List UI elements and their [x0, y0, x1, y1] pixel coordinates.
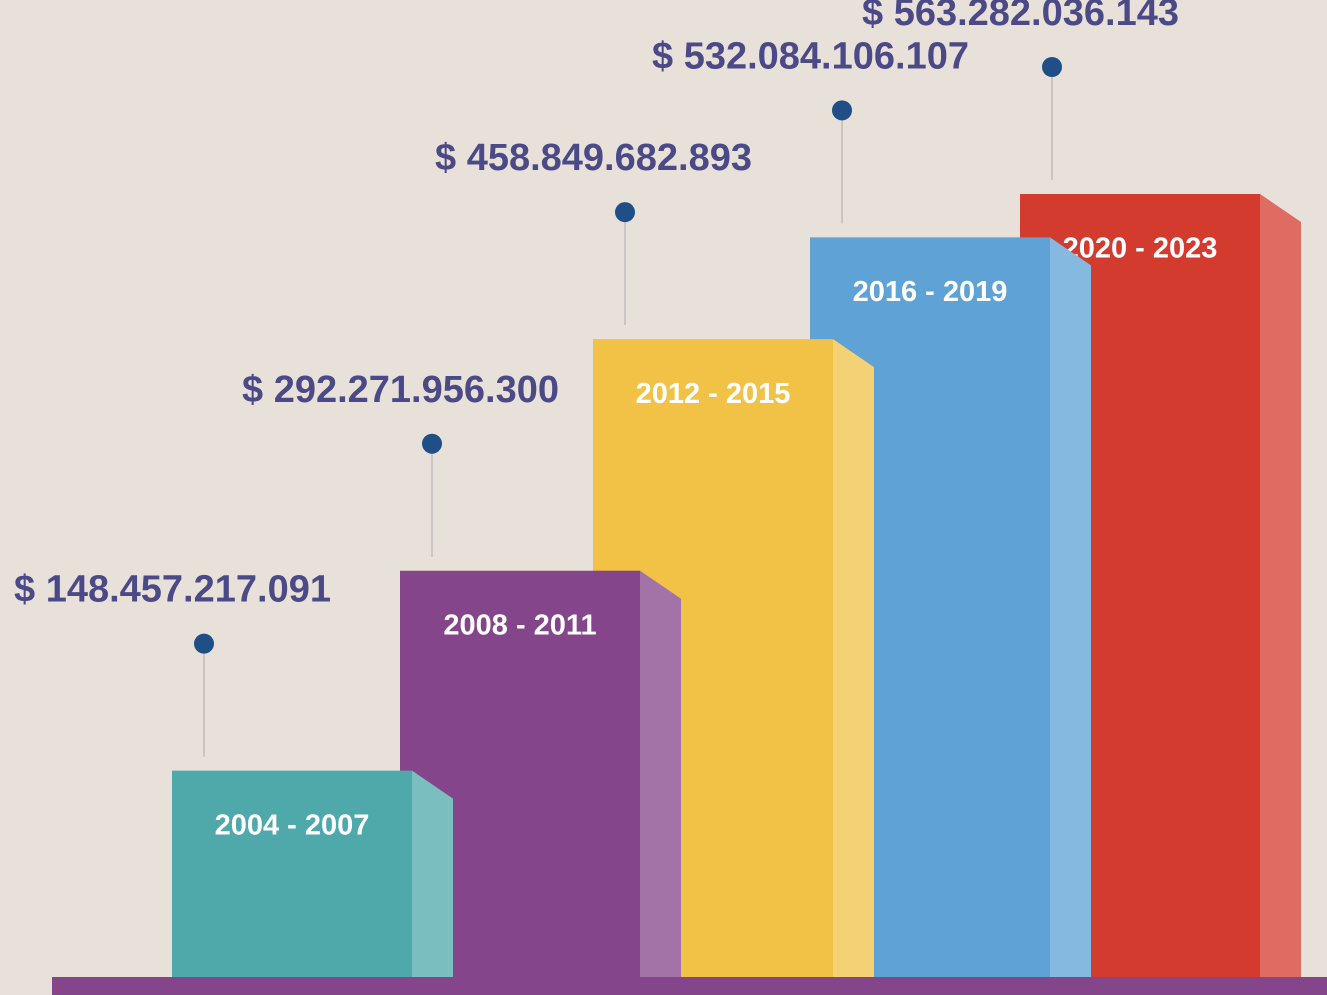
baseline: [52, 977, 1327, 995]
bar-side-shade: [833, 339, 874, 978]
bar-side: [640, 570, 681, 977]
value-label: $ 148.457.217.091: [14, 569, 331, 611]
category-label: 2012 - 2015: [636, 378, 791, 410]
category-label: 2016 - 2019: [853, 276, 1008, 308]
leader-dot: [194, 633, 214, 654]
bar-side-shade: [1050, 237, 1091, 977]
bar-side-shade: [1260, 194, 1301, 977]
leader-dot: [615, 202, 635, 223]
bar-side: [412, 770, 453, 977]
bar-side: [1260, 194, 1301, 977]
value-label: $ 532.084.106.107: [652, 35, 969, 77]
bar-side-shade: [412, 770, 453, 977]
category-label: 2020 - 2023: [1063, 233, 1218, 265]
leader-dot: [1042, 57, 1062, 77]
value-label: $ 292.271.956.300: [242, 369, 559, 411]
value-label: $ 458.849.682.893: [435, 137, 752, 179]
value-label: $ 563.282.036.143: [862, 0, 1179, 34]
leader-dot: [422, 433, 442, 454]
bar-side: [833, 339, 874, 978]
bar-side-shade: [640, 570, 681, 977]
category-label: 2008 - 2011: [443, 609, 596, 641]
category-label: 2004 - 2007: [215, 809, 370, 841]
bar-side: [1050, 237, 1091, 977]
leader-dot: [832, 100, 852, 121]
bar: [172, 770, 412, 977]
